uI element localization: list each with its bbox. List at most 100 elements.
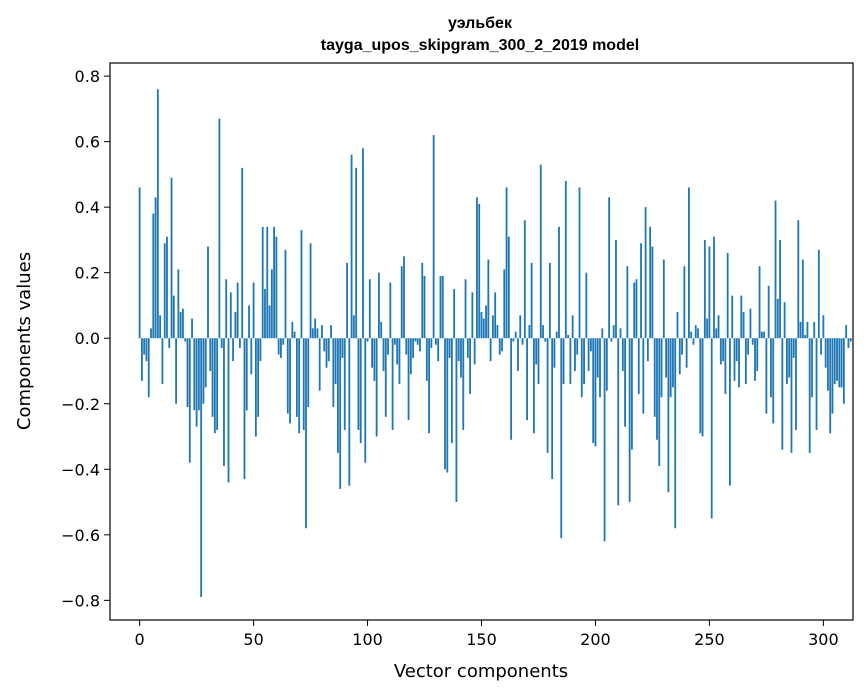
bar-24 (193, 338, 196, 411)
bar-141 (460, 338, 462, 378)
bar-179 (546, 338, 549, 453)
bar-204 (603, 338, 606, 542)
bar-291 (801, 259, 804, 339)
bar-148 (476, 197, 478, 339)
bar-40 (229, 292, 232, 339)
bar-190 (571, 315, 574, 339)
bar-161 (505, 187, 508, 339)
bar-118 (407, 338, 410, 421)
bar-176 (539, 164, 542, 339)
bar-157 (496, 325, 499, 339)
bar-116 (403, 256, 405, 339)
x-tick-label-150: 150 (466, 630, 497, 649)
bar-104 (375, 338, 378, 437)
bar-54 (261, 226, 264, 339)
bar-43 (236, 282, 239, 339)
bar-230 (662, 259, 665, 339)
bar-42 (234, 312, 237, 339)
bar-285 (788, 338, 791, 378)
bar-131 (437, 338, 440, 362)
bar-107 (382, 338, 385, 371)
bar-306 (836, 338, 838, 381)
bar-189 (569, 338, 572, 385)
bar-83 (327, 338, 330, 362)
bar-193 (578, 187, 581, 339)
bar-22 (188, 338, 191, 463)
bar-312 (849, 338, 852, 342)
bar-91 (346, 262, 348, 339)
bar-159 (501, 338, 503, 352)
bar-23 (191, 318, 193, 339)
x-axis-label: Vector components (394, 661, 568, 682)
bar-258 (726, 253, 729, 339)
bar-272 (758, 266, 761, 339)
bar-221 (642, 338, 645, 414)
bar-117 (405, 338, 408, 355)
bar-26 (197, 338, 200, 411)
plot-frame (109, 62, 854, 621)
bar-82 (325, 338, 328, 368)
bar-284 (785, 338, 788, 385)
bar-105 (378, 272, 380, 339)
bar-11 (163, 243, 166, 339)
bar-95 (355, 167, 358, 339)
y-tick-label-4: 0.0 (75, 329, 100, 348)
bar-1 (141, 338, 143, 381)
bar-38 (225, 279, 228, 339)
bar-162 (507, 236, 510, 339)
bar-136 (448, 338, 451, 358)
bar-13 (168, 338, 171, 349)
bar-68 (293, 331, 296, 339)
bar-195 (583, 338, 585, 385)
bar-173 (533, 338, 535, 434)
y-tick-label-1: −0.6 (61, 526, 100, 545)
bar-292 (804, 334, 807, 339)
bar-108 (384, 338, 387, 417)
bar-223 (646, 338, 649, 362)
bar-99 (364, 338, 367, 463)
bar-270 (754, 338, 756, 381)
bar-53 (259, 338, 262, 362)
bar-182 (553, 338, 556, 368)
bar-34 (216, 338, 219, 430)
bar-79 (318, 338, 321, 391)
bar-311 (847, 338, 850, 349)
bar-94 (352, 315, 355, 339)
bar-231 (665, 338, 668, 378)
bar-132 (439, 275, 442, 339)
bar-263 (738, 338, 740, 388)
bar-10 (161, 338, 164, 385)
bar-302 (827, 338, 829, 391)
bar-149 (478, 203, 481, 339)
bar-152 (485, 305, 487, 339)
bar-203 (601, 328, 604, 339)
bar-224 (649, 226, 652, 339)
bar-169 (523, 220, 526, 339)
bar-269 (751, 338, 754, 345)
bar-233 (669, 338, 672, 398)
bar-300 (822, 315, 825, 339)
bar-7 (154, 197, 157, 339)
bar-298 (817, 249, 820, 339)
bar-130 (435, 338, 437, 345)
bar-114 (398, 338, 401, 385)
bar-206 (608, 197, 611, 339)
bar-228 (658, 338, 661, 466)
bar-262 (735, 338, 738, 362)
bar-265 (742, 312, 745, 339)
bar-289 (797, 220, 800, 339)
bar-155 (491, 315, 494, 339)
bar-278 (772, 338, 775, 424)
bar-249 (706, 318, 709, 339)
bar-125 (423, 275, 426, 339)
bar-85 (332, 338, 335, 408)
bar-15 (172, 295, 175, 339)
bar-12 (166, 236, 168, 339)
bar-266 (744, 338, 747, 385)
bar-166 (517, 338, 519, 371)
bar-97 (359, 338, 362, 444)
bar-73 (305, 338, 307, 529)
bar-251 (710, 338, 713, 519)
bar-171 (528, 325, 531, 339)
bar-77 (314, 318, 317, 339)
